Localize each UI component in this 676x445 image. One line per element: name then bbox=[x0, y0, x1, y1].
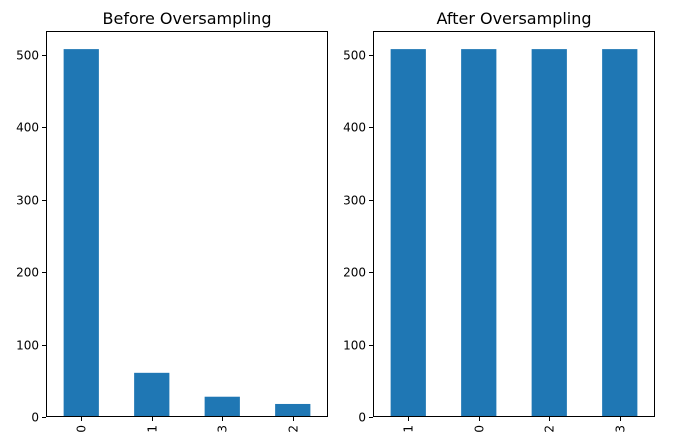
y-tick-label: 200 bbox=[343, 266, 366, 280]
y-tick-label: 500 bbox=[343, 49, 366, 63]
axes-frame bbox=[46, 31, 328, 417]
y-tick-label: 300 bbox=[16, 194, 39, 208]
x-tick-label: 2 bbox=[543, 425, 557, 433]
bar-1 bbox=[134, 372, 170, 417]
y-tick-label: 100 bbox=[343, 339, 366, 353]
chart-title: After Oversampling bbox=[436, 9, 591, 28]
x-tick-label: 0 bbox=[75, 425, 89, 433]
bar-3 bbox=[204, 396, 240, 417]
chart-title: Before Oversampling bbox=[103, 9, 272, 28]
y-tick-label: 500 bbox=[16, 49, 39, 63]
x-tick-label: 0 bbox=[473, 425, 487, 433]
bar-2 bbox=[275, 403, 311, 417]
x-tick-label: 3 bbox=[216, 425, 230, 433]
x-tick-label: 3 bbox=[614, 425, 628, 433]
y-tick-label: 0 bbox=[31, 411, 39, 425]
y-tick-label: 200 bbox=[16, 266, 39, 280]
y-tick-label: 400 bbox=[343, 121, 366, 135]
chart-before-oversampling: Before Oversampling 0 100 200 300 400 500 0 1 3 2 bbox=[16, 9, 328, 433]
y-tick-label: 300 bbox=[343, 194, 366, 208]
axes-frame bbox=[373, 31, 655, 417]
bar-0 bbox=[461, 49, 497, 418]
y-tick-label: 0 bbox=[358, 411, 366, 425]
bar-2 bbox=[531, 49, 567, 418]
chart-after-oversampling: After Oversampling 0 100 200 300 400 500 1 0 2 3 bbox=[343, 9, 655, 433]
bar-3 bbox=[602, 49, 638, 418]
x-tick-label: 1 bbox=[402, 425, 416, 433]
y-tick-label: 400 bbox=[16, 121, 39, 135]
bar-0 bbox=[63, 49, 99, 418]
x-tick-label: 2 bbox=[287, 425, 301, 433]
x-tick-label: 1 bbox=[146, 425, 160, 433]
y-tick-label: 100 bbox=[16, 339, 39, 353]
bar-1 bbox=[390, 49, 426, 418]
